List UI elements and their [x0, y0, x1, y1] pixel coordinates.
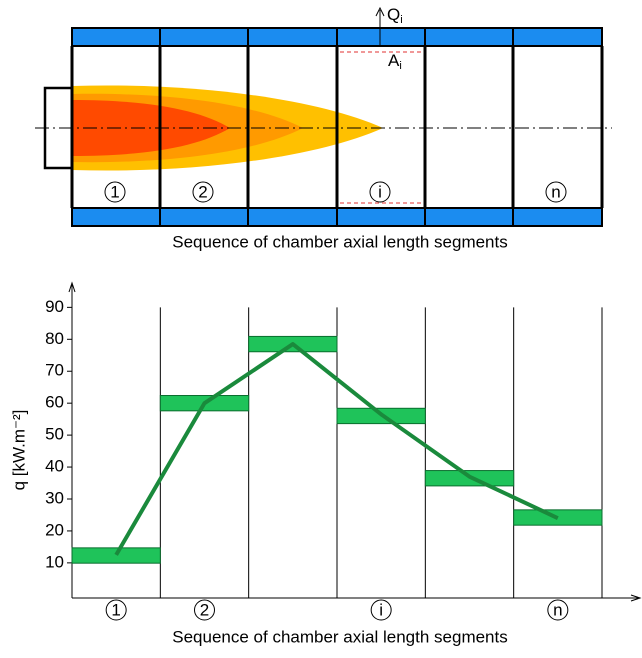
heat-arrow-head [375, 6, 385, 17]
segment-circles [104, 181, 567, 203]
y-axis-arrow [68, 281, 76, 293]
y-tick-label: 10 [45, 552, 64, 571]
wall-segments [71, 27, 603, 227]
x-tick-circle [194, 599, 215, 621]
x-tick-circle [105, 599, 127, 621]
chamber-diagram: Qi Ai 1 2 i n Sequence of chamber axial … [35, 5, 612, 251]
y-tick-label: 30 [45, 488, 64, 507]
y-tick-label: 40 [45, 457, 64, 476]
y-tick-label: 70 [45, 361, 64, 380]
segment-label: 2 [198, 182, 207, 201]
y-axis-title: q [kW.m⁻²] [9, 410, 28, 491]
x-tick-label: i [379, 600, 383, 619]
area-label: Ai [388, 51, 402, 71]
x-tick-circle [547, 599, 569, 621]
x-axis-arrow [630, 594, 642, 602]
y-tick-label: 50 [45, 425, 64, 444]
x-tick-label: 2 [200, 600, 209, 619]
segment-label: 1 [110, 182, 119, 201]
x-tick-label: 1 [111, 600, 120, 619]
x-axis-title: Sequence of chamber axial length segment… [172, 627, 507, 646]
segment-flux-bar [71, 547, 161, 564]
flux-line [114, 342, 559, 556]
y-tick-label: 80 [45, 329, 64, 348]
y-tick-label: 20 [45, 520, 64, 539]
y-tick-label: 60 [45, 393, 64, 412]
caption: Sequence of chamber axial length segment… [172, 232, 507, 251]
segment-walls [70, 46, 604, 208]
y-tick-label: 90 [45, 297, 64, 316]
segment-label: i [378, 182, 382, 201]
heat-flow-label: Qi [387, 5, 403, 25]
segment-label: n [551, 182, 560, 201]
x-tick-label: n [553, 600, 562, 619]
chart: q [kW.m⁻²] Sequence of chamber axial len… [9, 281, 642, 646]
x-tick-circle [370, 599, 392, 621]
